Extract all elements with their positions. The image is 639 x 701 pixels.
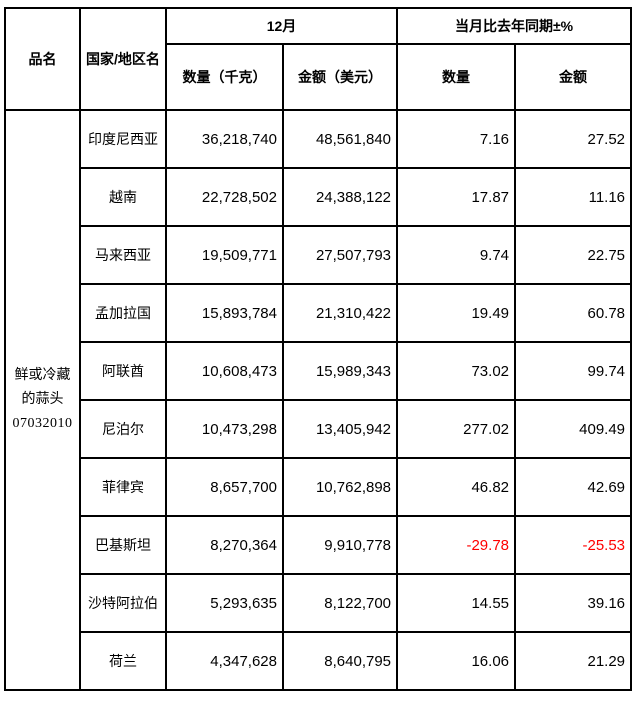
- country-cell: 阿联酋: [79, 341, 167, 401]
- trade-data-sheet: 品名 国家/地区名 12月 当月比去年同期±% 数量（千克） 金额（美元） 数量…: [4, 7, 633, 691]
- amount-pct-cell: 99.74: [514, 341, 633, 401]
- product-code: 07032010: [12, 415, 73, 431]
- table-row: 巴基斯坦 8,270,364 9,910,778 -29.78 -25.53: [5, 515, 633, 575]
- country-cell: 孟加拉国: [79, 283, 167, 343]
- qty-pct-cell: 277.02: [396, 399, 517, 459]
- amount-cell: 9,910,778: [281, 515, 399, 575]
- amount-pct-cell: 60.78: [514, 283, 633, 343]
- qty-pct-cell: -29.78: [396, 515, 517, 575]
- qty-pct-cell: 16.06: [396, 631, 517, 691]
- table-row: 越南 22,728,502 24,388,122 17.87 11.16: [5, 167, 633, 227]
- table-row: 尼泊尔 10,473,298 13,405,942 277.02 409.49: [5, 399, 633, 459]
- qty-cell: 5,293,635: [165, 573, 284, 633]
- header-sub-row: 数量（千克） 金额（美元） 数量 金额: [5, 43, 633, 111]
- amount-pct-cell: 22.75: [514, 225, 633, 285]
- amount-cell: 8,122,700: [281, 573, 399, 633]
- qty-cell: 10,473,298: [165, 399, 284, 459]
- country-cell: 巴基斯坦: [79, 515, 167, 575]
- amount-pct-cell: 39.16: [514, 573, 633, 633]
- header-group-row: 品名 国家/地区名 12月 当月比去年同期±%: [4, 7, 633, 111]
- qty-pct-cell: 17.87: [396, 167, 517, 227]
- header-month-group: 12月: [164, 7, 399, 45]
- amount-pct-cell: 21.29: [514, 631, 633, 691]
- table-row: 孟加拉国 15,893,784 21,310,422 19.49 60.78: [5, 283, 633, 343]
- qty-pct-cell: 46.82: [396, 457, 517, 517]
- amount-pct-cell: 409.49: [514, 399, 633, 459]
- country-cell: 菲律宾: [79, 457, 167, 517]
- header-yoy-group: 当月比去年同期±%: [396, 7, 633, 45]
- amount-cell: 21,310,422: [281, 283, 399, 343]
- qty-cell: 8,657,700: [165, 457, 284, 517]
- header-amount-pct: 金额: [514, 43, 633, 111]
- country-cell: 沙特阿拉伯: [79, 573, 167, 633]
- header-qty-kg: 数量（千克）: [165, 43, 284, 111]
- qty-cell: 22,728,502: [165, 167, 284, 227]
- amount-pct-cell: 11.16: [514, 167, 633, 227]
- product-name: 鲜或冷藏的蒜头: [14, 368, 71, 408]
- qty-cell: 10,608,473: [165, 341, 284, 401]
- qty-pct-cell: 9.74: [396, 225, 517, 285]
- country-cell: 尼泊尔: [79, 399, 167, 459]
- amount-cell: 10,762,898: [281, 457, 399, 517]
- amount-cell: 13,405,942: [281, 399, 399, 459]
- table-row: 阿联酋 10,608,473 15,989,343 73.02 99.74: [5, 341, 633, 401]
- country-cell: 马来西亚: [79, 225, 167, 285]
- amount-cell: 24,388,122: [281, 167, 399, 227]
- header-qty-pct: 数量: [396, 43, 517, 111]
- qty-pct-cell: 7.16: [396, 109, 517, 169]
- amount-pct-cell: 42.69: [514, 457, 633, 517]
- table-row: 菲律宾 8,657,700 10,762,898 46.82 42.69: [5, 457, 633, 517]
- amount-cell: 48,561,840: [281, 109, 399, 169]
- qty-pct-cell: 73.02: [396, 341, 517, 401]
- country-cell: 印度尼西亚: [79, 109, 167, 169]
- qty-cell: 15,893,784: [165, 283, 284, 343]
- qty-pct-cell: 14.55: [396, 573, 517, 633]
- qty-cell: 36,218,740: [165, 109, 284, 169]
- qty-cell: 19,509,771: [165, 225, 284, 285]
- amount-pct-cell: -25.53: [514, 515, 633, 575]
- table-row: 鲜或冷藏的蒜头 07032010 印度尼西亚 36,218,740 48,561…: [4, 109, 633, 691]
- table-row: 沙特阿拉伯 5,293,635 8,122,700 14.55 39.16: [5, 573, 633, 633]
- amount-cell: 15,989,343: [281, 341, 399, 401]
- table-body: 鲜或冷藏的蒜头 07032010 印度尼西亚 36,218,740 48,561…: [4, 109, 633, 691]
- amount-pct-cell: 27.52: [514, 109, 633, 169]
- table-header: 品名 国家/地区名 12月 当月比去年同期±% 数量（千克） 金额（美元） 数量…: [4, 7, 633, 111]
- table-row: 荷兰 4,347,628 8,640,795 16.06 21.29: [5, 631, 633, 691]
- country-cell: 荷兰: [79, 631, 167, 691]
- table-row: 马来西亚 19,509,771 27,507,793 9.74 22.75: [5, 225, 633, 285]
- qty-cell: 8,270,364: [165, 515, 284, 575]
- header-country: 国家/地区名: [79, 7, 167, 111]
- header-amount-usd: 金额（美元）: [281, 43, 399, 111]
- qty-pct-cell: 19.49: [396, 283, 517, 343]
- country-cell: 越南: [79, 167, 167, 227]
- product-name-cell: 鲜或冷藏的蒜头 07032010: [4, 109, 81, 691]
- garlic-export-table: 品名 国家/地区名 12月 当月比去年同期±% 数量（千克） 金额（美元） 数量…: [4, 7, 633, 691]
- qty-cell: 4,347,628: [165, 631, 284, 691]
- header-product: 品名: [4, 7, 81, 111]
- amount-cell: 27,507,793: [281, 225, 399, 285]
- amount-cell: 8,640,795: [281, 631, 399, 691]
